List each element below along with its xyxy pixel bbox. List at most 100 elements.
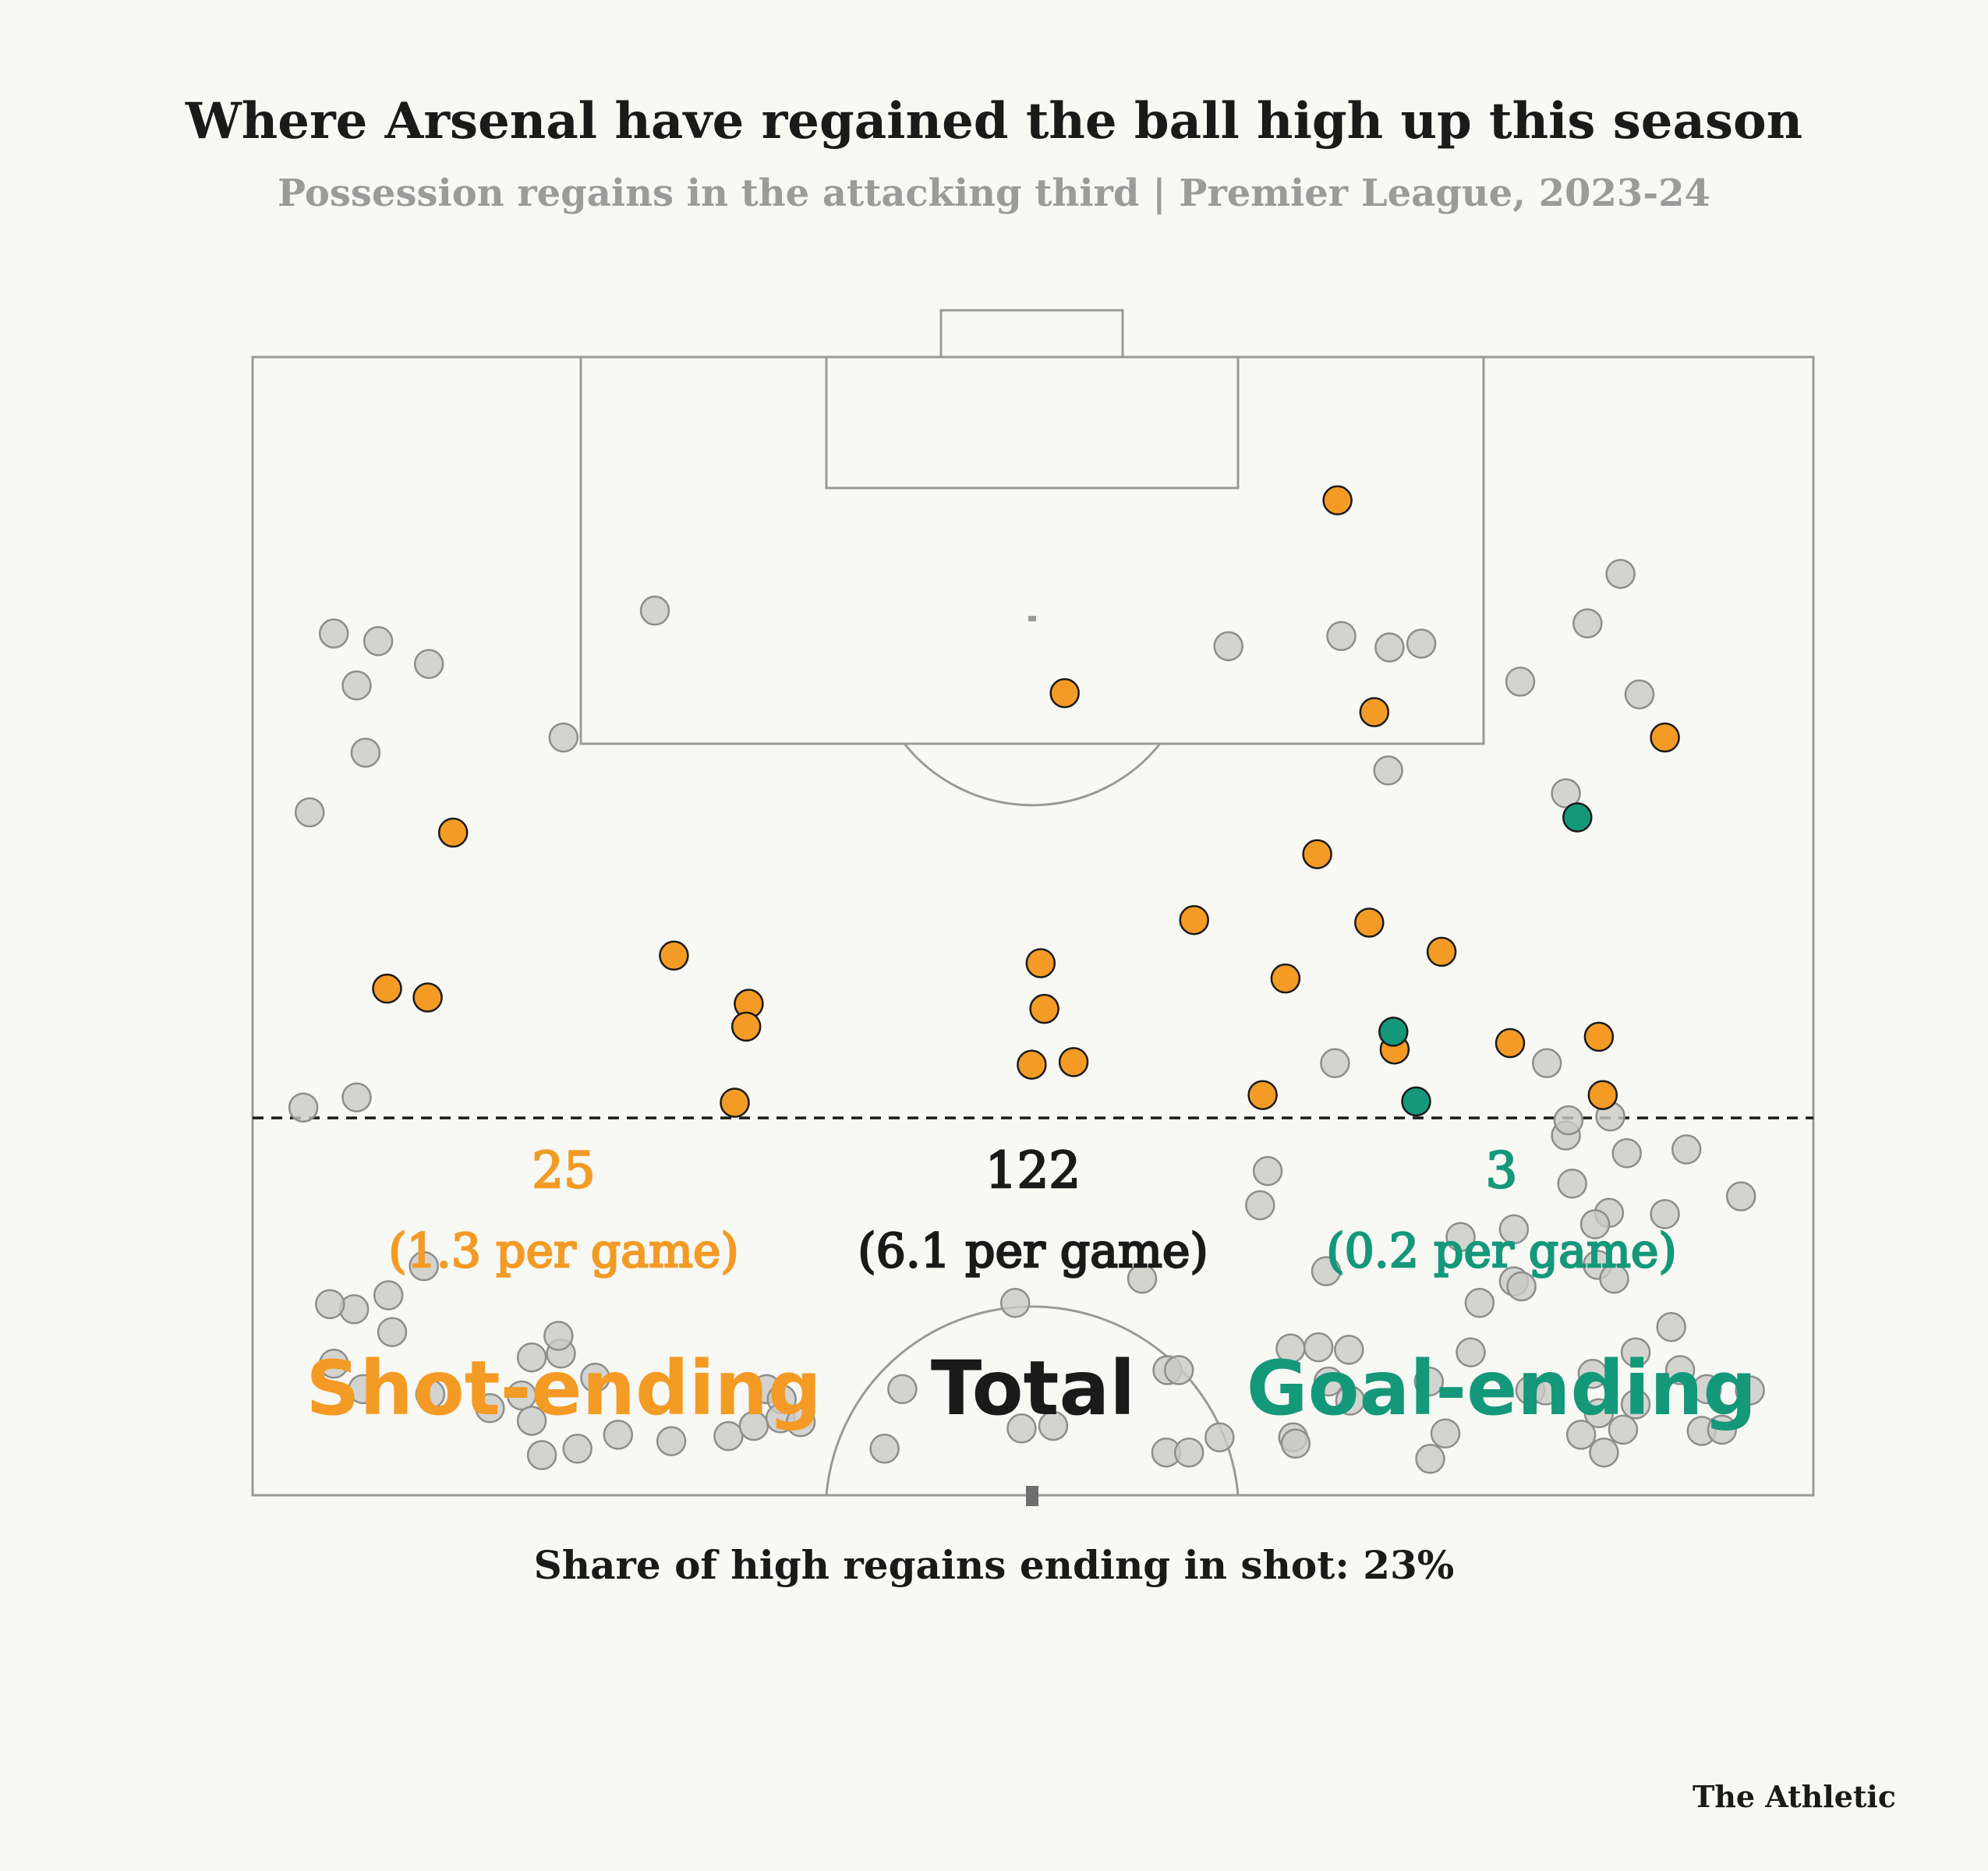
regain-point xyxy=(1374,632,1405,663)
pitch-outline xyxy=(251,355,1815,1497)
shot-per-game: (1.3 per game) xyxy=(387,1223,740,1280)
shot-ending-regain-point xyxy=(659,940,689,971)
regain-point xyxy=(887,1374,918,1405)
regain-point xyxy=(1589,1437,1619,1468)
goal-ending-regain-point xyxy=(1378,1017,1409,1047)
total-count: 122 xyxy=(985,1141,1082,1201)
regain-point xyxy=(1413,1366,1445,1397)
regain-point xyxy=(1656,1311,1686,1342)
regain-point xyxy=(1725,1181,1756,1211)
shot-ending-label: Shot-ending xyxy=(306,1345,822,1432)
regain-point xyxy=(294,797,325,828)
regain-point xyxy=(1579,1209,1611,1240)
regain-point xyxy=(639,596,670,626)
shot-ending-regain-point xyxy=(412,982,443,1013)
regain-point xyxy=(1334,1335,1364,1365)
regain-point xyxy=(1624,679,1655,709)
shot-ending-regain-point xyxy=(1247,1080,1278,1110)
regain-point xyxy=(869,1434,900,1464)
regain-point xyxy=(1373,755,1403,786)
regain-point xyxy=(1565,1420,1597,1450)
goal-per-game: (0.2 per game) xyxy=(1325,1223,1678,1280)
regain-point xyxy=(1038,1410,1069,1441)
regain-point xyxy=(1620,1337,1651,1367)
regain-point xyxy=(348,1374,378,1405)
shot-ending-regain-point xyxy=(437,817,469,848)
regain-point xyxy=(377,1317,408,1347)
regain-point xyxy=(656,1426,687,1456)
regain-point xyxy=(1599,1264,1629,1294)
regain-point xyxy=(315,1289,345,1320)
brand-logo-text: The Athletic xyxy=(1692,1779,1896,1814)
regain-point xyxy=(1707,1414,1738,1445)
regain-point xyxy=(1735,1375,1765,1406)
shot-ending-regain-point xyxy=(1495,1027,1526,1059)
regain-point xyxy=(1415,1444,1445,1474)
chart-title: Where Arsenal have regained the ball hig… xyxy=(185,92,1803,150)
regain-point xyxy=(1531,1048,1562,1079)
goal xyxy=(939,309,1124,359)
regain-point xyxy=(1173,1437,1204,1468)
regain-point xyxy=(1671,1134,1702,1165)
regain-point xyxy=(580,1362,610,1393)
regain-point xyxy=(526,1440,557,1470)
regain-point xyxy=(413,649,444,679)
regain-point xyxy=(1311,1256,1342,1286)
regain-point xyxy=(548,722,579,753)
regain-point xyxy=(999,1288,1031,1318)
shot-ending-regain-point xyxy=(720,1088,750,1118)
shot-ending-regain-point xyxy=(1583,1021,1615,1052)
regain-point xyxy=(1430,1418,1461,1449)
penalty-box xyxy=(579,355,1485,745)
chart-subtitle: Possession regains in the attacking thir… xyxy=(278,172,1710,215)
regain-point xyxy=(1572,608,1603,638)
regain-point xyxy=(1313,1366,1344,1397)
regain-point xyxy=(1530,1375,1561,1406)
regain-point xyxy=(338,1294,370,1325)
regain-point xyxy=(516,1406,547,1436)
regain-point xyxy=(1692,1374,1722,1405)
goal-ending-regain-point xyxy=(1562,802,1593,833)
regain-point xyxy=(1406,628,1437,659)
goal-ending-label: Goal-ending xyxy=(1246,1345,1757,1432)
regain-point xyxy=(1498,1214,1530,1245)
regain-point xyxy=(350,737,381,768)
regain-point xyxy=(1605,558,1636,589)
regain-point xyxy=(1611,1138,1642,1169)
regain-point xyxy=(516,1342,547,1373)
goal-count: 3 xyxy=(1484,1141,1518,1201)
total-per-game: (6.1 per game) xyxy=(857,1223,1209,1280)
regain-point xyxy=(785,1406,816,1438)
regain-point xyxy=(1252,1155,1283,1187)
regain-point xyxy=(318,618,349,649)
regain-point xyxy=(363,626,394,656)
shot-ending-regain-point xyxy=(1058,1047,1089,1077)
share-of-regains-text: Share of high regains ending in shot: 23… xyxy=(533,1542,1455,1588)
regain-point xyxy=(1245,1190,1275,1221)
shot-ending-regain-point xyxy=(1354,907,1385,938)
regain-point xyxy=(1213,631,1243,662)
shot-ending-regain-point xyxy=(1650,722,1680,753)
shot-ending-regain-point xyxy=(1587,1080,1618,1110)
regain-point xyxy=(1650,1199,1680,1229)
regain-point xyxy=(1505,667,1536,697)
centre-circle xyxy=(825,1305,1240,1496)
shot-ending-regain-point xyxy=(372,973,402,1004)
regain-point xyxy=(1280,1428,1311,1459)
shot-ending-regain-point xyxy=(1426,936,1457,967)
regain-point xyxy=(1303,1332,1334,1363)
regain-point xyxy=(506,1380,537,1411)
shot-ending-regain-point xyxy=(730,1011,762,1042)
regain-point xyxy=(475,1393,505,1424)
regain-point xyxy=(1163,1355,1194,1385)
regain-point xyxy=(603,1420,634,1450)
shot-ending-regain-point xyxy=(1049,677,1080,709)
shot-ending-regain-point xyxy=(1025,948,1056,978)
regain-point xyxy=(318,1349,349,1379)
shot-ending-regain-point xyxy=(1017,1049,1047,1080)
goal-ending-regain-point xyxy=(1401,1086,1431,1117)
regain-point xyxy=(1551,778,1581,808)
regain-point xyxy=(738,1410,769,1441)
regain-point xyxy=(1204,1422,1235,1452)
